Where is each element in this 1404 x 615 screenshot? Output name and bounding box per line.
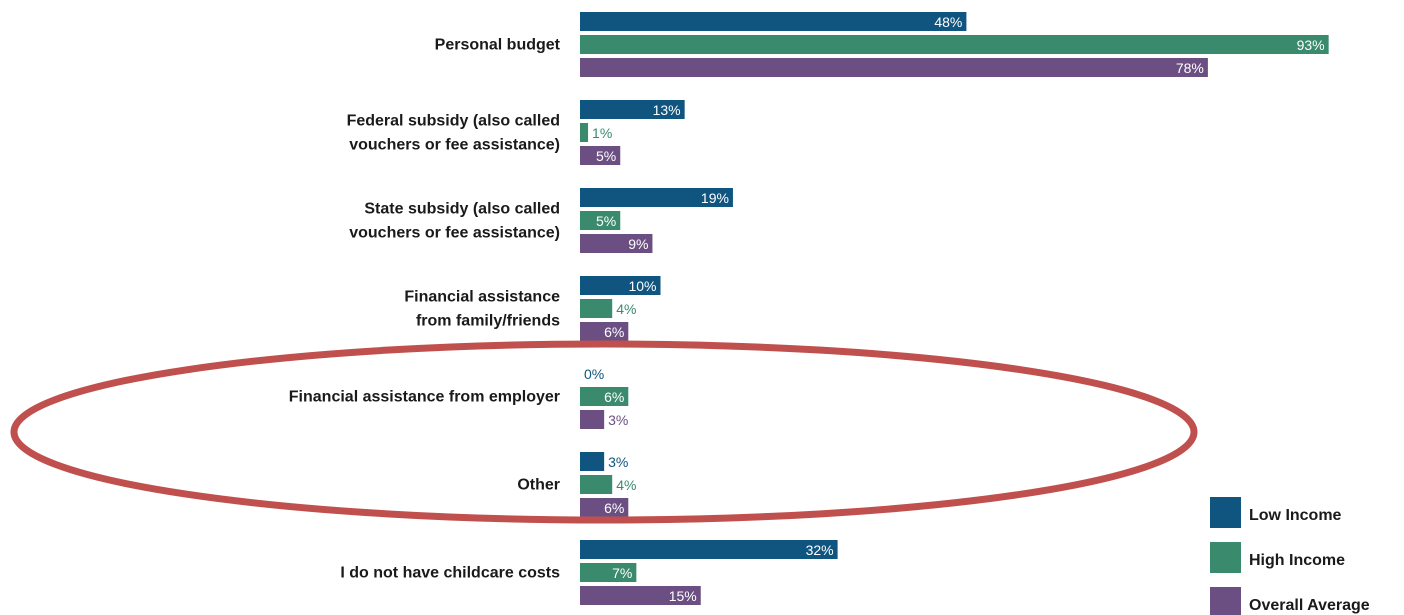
bar: [580, 211, 621, 230]
data-label: 4%: [616, 301, 636, 317]
data-label: 5%: [596, 213, 616, 229]
legend-label: High Income: [1249, 552, 1345, 569]
category-label: Personal budget: [435, 37, 561, 54]
bar: [580, 452, 605, 471]
legend-swatch: [1210, 587, 1241, 615]
data-label: 6%: [604, 500, 624, 516]
bar: [580, 322, 629, 341]
legend-swatch: [1210, 542, 1241, 573]
bar: [580, 498, 629, 517]
data-label: 1%: [592, 125, 612, 141]
category-label: Financial assistance from employer: [289, 389, 560, 406]
category-label: Federal subsidy (also called vouchers or …: [347, 113, 560, 154]
data-label: 5%: [596, 148, 616, 164]
bar: [580, 540, 838, 559]
data-label: 9%: [628, 236, 648, 252]
bar: [580, 410, 605, 429]
data-label: 3%: [608, 454, 628, 470]
data-label: 3%: [608, 412, 628, 428]
category-label: Other: [517, 477, 560, 494]
bar: [580, 58, 1208, 77]
bar: [580, 475, 613, 494]
bar: [580, 35, 1329, 54]
data-label: 7%: [612, 565, 632, 581]
data-label: 6%: [604, 389, 624, 405]
data-label: 19%: [701, 190, 729, 206]
legend-label: Low Income: [1249, 507, 1342, 524]
data-label: 10%: [628, 278, 656, 294]
bar: [580, 234, 653, 253]
bar: [580, 276, 661, 295]
highlight-ellipse: [10, 340, 1198, 524]
data-label: 32%: [806, 542, 834, 558]
bar: [580, 146, 621, 165]
data-label: 0%: [584, 366, 604, 382]
bar: [580, 12, 967, 31]
data-label: 93%: [1297, 37, 1325, 53]
data-label: 15%: [669, 588, 697, 604]
legend-label: Overall Average: [1249, 597, 1370, 614]
bar: [580, 188, 733, 207]
data-label: 13%: [653, 102, 681, 118]
data-label: 4%: [616, 477, 636, 493]
category-label: Financial assistance from family/friends: [404, 289, 560, 330]
data-label: 78%: [1176, 60, 1204, 76]
bar: [580, 387, 629, 406]
bar: [580, 586, 701, 605]
bar: [580, 563, 637, 582]
category-label: I do not have childcare costs: [340, 565, 560, 582]
data-label: 6%: [604, 324, 624, 340]
bar: [580, 299, 613, 318]
bar: [580, 123, 589, 142]
data-label: 48%: [934, 14, 962, 30]
category-label: State subsidy (also called vouchers or fe…: [349, 201, 560, 242]
legend-swatch: [1210, 497, 1241, 528]
bar: [580, 100, 685, 119]
